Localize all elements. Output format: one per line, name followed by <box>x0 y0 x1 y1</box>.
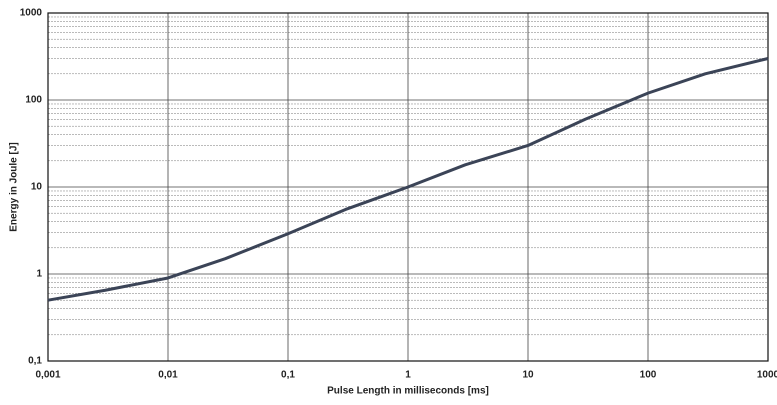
y-tick-label: 1 <box>36 269 42 280</box>
y-tick-label: 10 <box>31 182 43 193</box>
x-tick-label: 100 <box>640 370 657 381</box>
plot-frame <box>47 12 769 362</box>
y-tick-label: 100 <box>25 95 42 106</box>
x-tick-label: 10 <box>522 370 534 381</box>
x-tick-label: 0,001 <box>35 370 60 381</box>
y-axis-label: Energy in Joule [J] <box>9 142 20 231</box>
y-tick-label: 1000 <box>20 8 43 19</box>
x-tick-label: 0,1 <box>281 370 295 381</box>
data-line <box>47 57 769 302</box>
x-tick-label: 1 <box>405 370 411 381</box>
y-tick-label: 0,1 <box>28 356 42 367</box>
x-tick-label: 0,01 <box>158 370 178 381</box>
x-tick-label: 1000 <box>757 370 777 381</box>
x-axis-label: Pulse Length in milliseconds [ms] <box>327 386 489 397</box>
